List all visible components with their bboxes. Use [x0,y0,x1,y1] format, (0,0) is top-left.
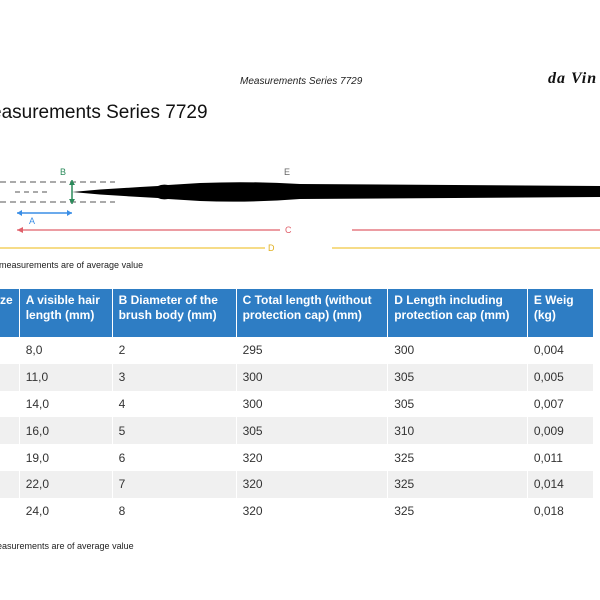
cell-a: 19,0 [19,444,113,471]
cell-d: 305 [387,363,528,391]
brush-silhouette [72,182,600,202]
cell-size [0,444,20,471]
cell-c: 300 [236,390,389,418]
cell-d: 325 [387,470,528,498]
average-value-note-top: measurements are of average value [0,260,144,270]
a-arrow-right [67,210,72,216]
brand-logo: da Vin [548,70,598,87]
table-row: 11,0 3 300 305 0,005 [0,363,595,391]
document-header-title: Measurements Series 7729 [240,76,363,87]
cell-size [0,390,20,418]
cell-c: 320 [236,470,389,498]
cell-b: 4 [112,390,237,418]
cell-size [0,470,20,498]
cell-b: 3 [112,363,237,391]
column-header-size: ze [0,289,20,337]
cell-a: 22,0 [19,470,113,498]
cell-c: 320 [236,497,389,525]
label-e: E [284,167,290,177]
table-row: 19,0 6 320 325 0,011 [0,444,595,471]
table-header-row: ze A visible hair length (mm) B Diameter… [0,289,595,337]
cell-c: 305 [236,417,389,445]
column-header-e: E Weig (kg) [527,289,595,337]
average-value-note-bottom: easurements are of average value [0,541,134,551]
cell-c: 295 [236,337,389,364]
cell-e: 0,018 [527,497,595,525]
column-header-a: A visible hair length (mm) [19,289,113,337]
cell-a: 8,0 [19,337,113,364]
cell-b: 7 [112,470,237,498]
page-title: easurements Series 7729 [0,102,208,123]
cell-size [0,337,20,364]
label-a: A [29,216,35,226]
cell-e: 0,004 [527,337,595,364]
table-row: 8,0 2 295 300 0,004 [0,337,595,364]
cell-d: 325 [387,444,528,471]
cell-size [0,417,20,445]
cell-e: 0,014 [527,470,595,498]
b-arrow-bottom [69,199,75,204]
b-arrow-top [69,180,75,185]
column-header-c: C Total length (without protection cap) … [236,289,389,337]
cell-d: 305 [387,390,528,418]
cell-e: 0,011 [527,444,595,471]
table-row: 22,0 7 320 325 0,014 [0,470,595,498]
label-c: C [285,225,292,235]
cell-a: 16,0 [19,417,113,445]
label-b: B [60,167,66,177]
label-d: D [268,243,275,253]
cell-a: 24,0 [19,497,113,525]
cell-a: 11,0 [19,363,113,391]
measurements-table: ze A visible hair length (mm) B Diameter… [0,289,595,525]
table-row: 16,0 5 305 310 0,009 [0,417,595,445]
cell-e: 0,007 [527,390,595,418]
table-row: 14,0 4 300 305 0,007 [0,390,595,418]
c-arrow-left [17,227,23,233]
cell-d: 325 [387,497,528,525]
brush-measurement-diagram: B A E C D [0,167,600,253]
cell-d: 300 [387,337,528,364]
cell-b: 5 [112,417,237,445]
cell-b: 2 [112,337,237,364]
cell-b: 8 [112,497,237,525]
cell-a: 14,0 [19,390,113,418]
column-header-b: B Diameter of the brush body (mm) [112,289,237,337]
cell-size [0,363,20,391]
column-header-d: D Length including protection cap (mm) [387,289,528,337]
a-arrow-left [17,210,22,216]
cell-size [0,497,20,525]
cell-d: 310 [387,417,528,445]
cell-e: 0,005 [527,363,595,391]
cell-c: 300 [236,363,389,391]
cell-c: 320 [236,444,389,471]
cell-b: 6 [112,444,237,471]
table-row: 24,0 8 320 325 0,018 [0,497,595,525]
cell-e: 0,009 [527,417,595,445]
